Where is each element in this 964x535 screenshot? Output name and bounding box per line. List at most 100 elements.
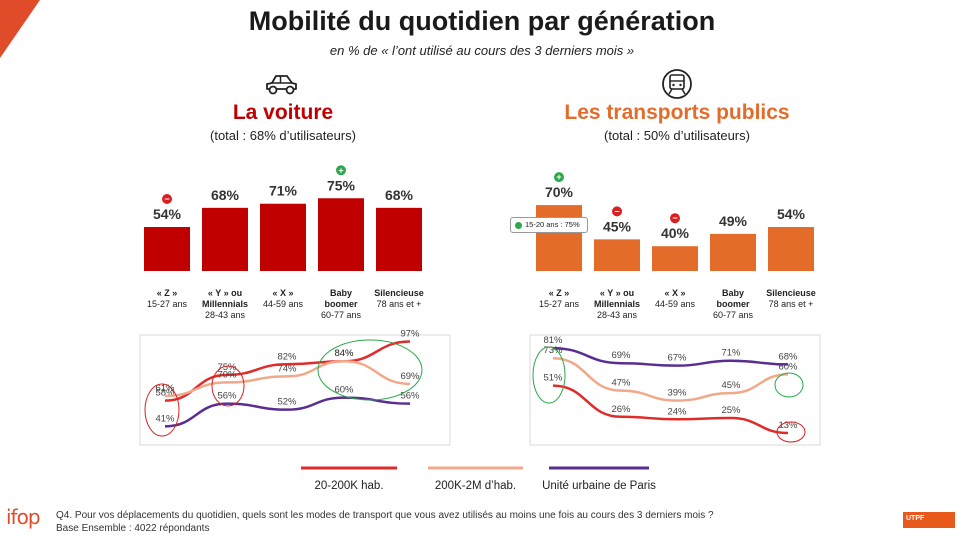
transport-marker-sign-1: − <box>614 206 619 216</box>
car-bar-2 <box>260 203 306 271</box>
footer-base: Base Ensemble : 4022 répondants <box>56 523 210 534</box>
car-cat-line1-2: « X » <box>272 288 293 298</box>
transport-line-label-0-4: 13% <box>778 420 798 431</box>
car-cat-line1-4: Silencieuse <box>374 288 424 298</box>
car-cat-line2-1: Millennials <box>202 299 248 309</box>
car-highlight-y <box>211 365 245 407</box>
legend-label-2: Unité urbaine de Paris <box>542 480 656 492</box>
page-subtitle: en % de « l’ont utilisé au cours des 3 d… <box>329 43 635 58</box>
car-line-frame <box>139 334 451 446</box>
transport-cat-line1-4: Silencieuse <box>766 288 816 298</box>
car-bar-3 <box>318 198 364 271</box>
page-title: Mobilité du quotidien par génération <box>248 6 716 36</box>
footer-question: Q4. Pour vos déplacements du quotidien, … <box>56 510 714 521</box>
transport-cat-line3-2: 44-59 ans <box>655 299 696 309</box>
car-line-label-0-4: 97% <box>400 329 420 340</box>
transport-line-label-1-2: 39% <box>667 388 687 399</box>
transport-cat-line1-1: « Y » ou <box>600 288 634 298</box>
car-bar-0 <box>144 227 190 271</box>
transport-line-series-0 <box>552 384 789 435</box>
car-cat-line2-3: boomer <box>324 299 358 309</box>
car-marker-plus-3 <box>336 165 346 176</box>
transport-cat-line1-2: « X » <box>664 288 685 298</box>
car-cat-line3-2: 44-59 ans <box>263 299 304 309</box>
car-line-label-2-1: 56% <box>217 391 237 402</box>
transport-line-label-2-3: 71% <box>721 348 741 359</box>
transport-line-label-0-0: 51% <box>543 373 563 384</box>
transport-highlight-silent-large <box>774 372 804 398</box>
car-cat-line1-0: « Z » <box>157 288 178 298</box>
car-panel-title: La voiture <box>232 101 334 124</box>
transport-bar-4 <box>768 227 814 271</box>
car-line-label-2-0: 41% <box>155 413 175 424</box>
car-line-label-1-0: 61% <box>155 383 175 394</box>
transport-marker-minus-2 <box>670 213 680 224</box>
transport-bar-label-0: 70% <box>545 184 574 200</box>
transport-line-label-1-1: 47% <box>611 378 631 389</box>
transport-cat-line3-1: 28-43 ans <box>597 310 638 320</box>
transport-line-label-2-4: 68% <box>778 351 798 362</box>
train-icon <box>659 68 695 99</box>
transport-line-label-1-3: 45% <box>721 380 741 391</box>
transport-line-label-1-0: 73% <box>543 345 563 356</box>
transport-marker-minus-1 <box>612 206 622 217</box>
transport-cat-line3-0: 15-27 ans <box>539 299 580 309</box>
transport-bar-label-3: 49% <box>719 213 748 229</box>
car-highlight-boomer-silent <box>317 339 423 401</box>
car-bar-1 <box>202 207 248 271</box>
car-bar-label-1: 68% <box>211 187 240 203</box>
transport-highlight-silent-small <box>776 421 806 443</box>
car-line-label-1-4: 69% <box>400 371 420 382</box>
car-highlight-z <box>144 383 180 437</box>
transport-bar-0 <box>536 205 582 271</box>
transport-cat-line3-4: 78 ans et + <box>769 299 814 309</box>
transport-line-series-2 <box>552 346 789 367</box>
car-bar-4 <box>376 207 422 271</box>
car-line-label-0-1: 75% <box>217 362 237 373</box>
car-line-label-0-2: 82% <box>277 351 297 362</box>
legend-label-0: 20-200K hab. <box>314 480 383 492</box>
car-cat-line1-3: Baby <box>330 288 352 298</box>
transport-line-label-0-3: 25% <box>721 405 741 416</box>
car-marker-minus-0 <box>162 194 172 205</box>
transport-cat-line2-1: Millennials <box>594 299 640 309</box>
transport-bar-3 <box>710 233 756 271</box>
car-bar-label-3: 75% <box>327 177 356 193</box>
car-line-series-0 <box>164 340 411 402</box>
car-line-label-1-2: 74% <box>277 363 297 374</box>
car-marker-sign-3: + <box>338 165 343 175</box>
transport-line-label-1-4: 60% <box>778 361 798 372</box>
car-line-label-0-0: 58% <box>155 388 175 399</box>
ifop-logo: ifop <box>6 505 41 529</box>
transport-marker-plus-0 <box>554 172 564 183</box>
transport-panel-title: Les transports publics <box>564 101 790 124</box>
transport-marker-sign-2: − <box>672 213 677 223</box>
transport-cat-line1-3: Baby <box>722 288 744 298</box>
transport-cat-line1-0: « Z » <box>549 288 570 298</box>
transport-highlight-z <box>532 346 566 404</box>
transport-line-label-0-2: 24% <box>667 406 687 417</box>
car-bar-label-0: 54% <box>153 206 182 222</box>
transport-line-series-1 <box>552 356 789 402</box>
tooltip-15-20: 15-20 ans : 75% <box>510 217 588 233</box>
car-line-series-2 <box>164 396 411 428</box>
car-line-label-1-3: 84% <box>334 348 354 359</box>
car-line-label-0-3: 84% <box>334 348 354 359</box>
transport-bar-label-1: 45% <box>603 218 632 234</box>
car-cat-line1-1: « Y » ou <box>208 288 242 298</box>
slide-number: 2 <box>27 22 31 29</box>
transport-line-label-2-0: 81% <box>543 335 563 346</box>
transport-line-label-2-1: 69% <box>611 350 631 361</box>
transport-bar-label-2: 40% <box>661 225 690 241</box>
car-cat-line3-4: 78 ans et + <box>377 299 422 309</box>
car-line-label-2-4: 56% <box>400 391 420 402</box>
tooltip-dot <box>515 222 522 229</box>
legend-label-1: 200K-2M d’hab. <box>435 480 516 492</box>
car-line-label-2-3: 60% <box>334 385 354 396</box>
car-marker-sign-0: − <box>164 194 169 204</box>
transport-bar-2 <box>652 246 698 271</box>
transport-bar-1 <box>594 239 640 271</box>
tooltip-text: 15-20 ans : 75% <box>525 220 580 229</box>
car-cat-line3-1: 28-43 ans <box>205 310 246 320</box>
